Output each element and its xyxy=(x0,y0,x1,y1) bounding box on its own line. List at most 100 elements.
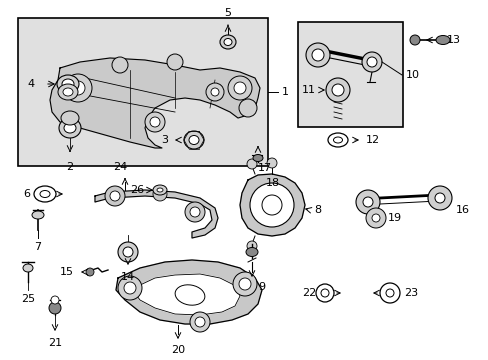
Circle shape xyxy=(246,241,257,251)
Circle shape xyxy=(361,52,381,72)
Text: 18: 18 xyxy=(265,178,280,188)
Ellipse shape xyxy=(333,137,342,143)
Text: 5: 5 xyxy=(224,8,231,18)
Text: 8: 8 xyxy=(313,205,321,215)
Circle shape xyxy=(153,187,167,201)
Ellipse shape xyxy=(252,154,263,162)
Circle shape xyxy=(385,289,393,297)
Text: 14: 14 xyxy=(121,272,135,282)
Polygon shape xyxy=(50,58,260,148)
Circle shape xyxy=(315,284,333,302)
Ellipse shape xyxy=(220,35,236,49)
Circle shape xyxy=(427,186,451,210)
Circle shape xyxy=(167,54,183,70)
Circle shape xyxy=(227,76,251,100)
Ellipse shape xyxy=(245,248,258,256)
Ellipse shape xyxy=(58,84,78,100)
Circle shape xyxy=(190,207,200,217)
Polygon shape xyxy=(240,174,305,236)
Ellipse shape xyxy=(64,123,76,133)
Circle shape xyxy=(409,35,419,45)
Text: 12: 12 xyxy=(365,135,379,145)
Circle shape xyxy=(195,317,204,327)
Circle shape xyxy=(205,83,224,101)
Text: 6: 6 xyxy=(23,189,30,199)
Ellipse shape xyxy=(63,88,73,96)
Ellipse shape xyxy=(327,133,347,147)
Circle shape xyxy=(86,268,94,276)
Ellipse shape xyxy=(183,131,203,149)
Text: 23: 23 xyxy=(403,288,417,298)
Polygon shape xyxy=(134,274,240,315)
Text: 20: 20 xyxy=(171,345,184,355)
Text: 4: 4 xyxy=(28,79,35,89)
Circle shape xyxy=(234,82,245,94)
Ellipse shape xyxy=(153,185,167,195)
Ellipse shape xyxy=(224,39,231,45)
Ellipse shape xyxy=(59,118,81,138)
Circle shape xyxy=(362,197,372,207)
Circle shape xyxy=(331,84,343,96)
Text: 19: 19 xyxy=(387,213,401,223)
Circle shape xyxy=(124,282,136,294)
Circle shape xyxy=(118,242,138,262)
Circle shape xyxy=(118,276,142,300)
Circle shape xyxy=(366,57,376,67)
Circle shape xyxy=(51,296,59,304)
Ellipse shape xyxy=(23,264,33,272)
Circle shape xyxy=(379,283,399,303)
Ellipse shape xyxy=(32,211,44,219)
Text: 17: 17 xyxy=(258,163,271,173)
Bar xyxy=(297,22,402,127)
Circle shape xyxy=(123,247,133,257)
Bar xyxy=(18,18,267,166)
Circle shape xyxy=(110,191,120,201)
Circle shape xyxy=(311,49,324,61)
Text: 9: 9 xyxy=(258,282,264,292)
Circle shape xyxy=(145,112,164,132)
Circle shape xyxy=(266,158,276,168)
Circle shape xyxy=(49,302,61,314)
Circle shape xyxy=(246,159,257,169)
Ellipse shape xyxy=(57,75,79,93)
Circle shape xyxy=(365,208,385,228)
Polygon shape xyxy=(116,260,262,324)
Ellipse shape xyxy=(189,135,199,144)
Ellipse shape xyxy=(435,36,449,45)
Text: 21: 21 xyxy=(48,338,62,348)
Circle shape xyxy=(71,81,85,95)
Ellipse shape xyxy=(175,285,204,305)
Text: 15: 15 xyxy=(60,267,74,277)
Circle shape xyxy=(112,57,128,73)
Circle shape xyxy=(355,190,379,214)
Text: 7: 7 xyxy=(34,242,41,252)
Text: 13: 13 xyxy=(446,35,460,45)
Circle shape xyxy=(184,202,204,222)
Circle shape xyxy=(305,43,329,67)
Text: 16: 16 xyxy=(455,205,469,215)
Text: 2: 2 xyxy=(66,162,73,172)
Ellipse shape xyxy=(61,111,79,125)
Text: 11: 11 xyxy=(302,85,315,95)
Circle shape xyxy=(190,312,209,332)
Circle shape xyxy=(210,88,219,96)
Circle shape xyxy=(262,195,282,215)
Circle shape xyxy=(371,214,379,222)
Circle shape xyxy=(434,193,444,203)
Ellipse shape xyxy=(34,186,56,202)
Circle shape xyxy=(150,117,160,127)
Polygon shape xyxy=(95,190,218,238)
Text: 25: 25 xyxy=(21,294,35,304)
Text: 3: 3 xyxy=(161,135,168,145)
Text: 22: 22 xyxy=(301,288,315,298)
Text: 10: 10 xyxy=(405,70,419,80)
Circle shape xyxy=(64,74,92,102)
Ellipse shape xyxy=(40,190,50,198)
Circle shape xyxy=(325,78,349,102)
Text: 26: 26 xyxy=(130,185,143,195)
Circle shape xyxy=(105,186,125,206)
Ellipse shape xyxy=(157,188,163,192)
Text: 24: 24 xyxy=(113,162,127,172)
Circle shape xyxy=(239,278,250,290)
Text: 1: 1 xyxy=(282,87,288,97)
